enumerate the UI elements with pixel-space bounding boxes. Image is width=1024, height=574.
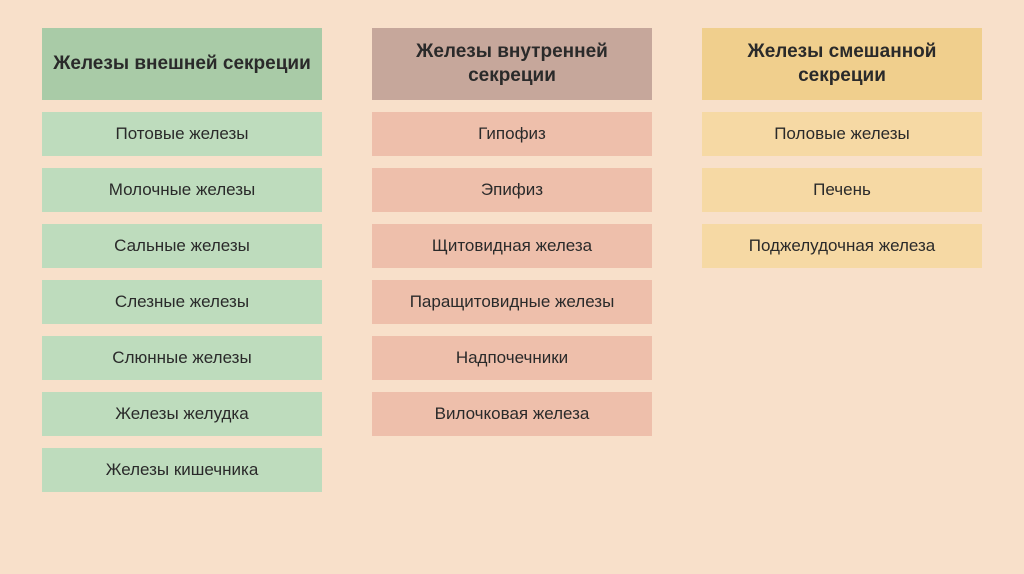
mixed-item: Печень [702,168,982,212]
column-mixed: Железы смешанной секреции Половые железы… [702,28,982,546]
mixed-item: Половые железы [702,112,982,156]
mixed-item: Поджелудочная железа [702,224,982,268]
external-item: Потовые железы [42,112,322,156]
internal-item: Надпочечники [372,336,652,380]
column-mixed-header: Железы смешанной секреции [702,28,982,100]
column-internal-header: Железы внутренней секреции [372,28,652,100]
internal-item: Паращитовидные железы [372,280,652,324]
external-item: Слюнные железы [42,336,322,380]
column-external-header: Железы внешней секреции [42,28,322,100]
external-item: Железы кишечника [42,448,322,492]
external-item: Сальные железы [42,224,322,268]
external-item: Молочные железы [42,168,322,212]
internal-item: Вилочковая железа [372,392,652,436]
internal-item: Эпифиз [372,168,652,212]
external-item: Слезные железы [42,280,322,324]
internal-item: Щитовидная железа [372,224,652,268]
internal-item: Гипофиз [372,112,652,156]
column-external: Железы внешней секреции Потовые железы М… [42,28,322,546]
column-internal: Железы внутренней секреции Гипофиз Эпифи… [372,28,652,546]
external-item: Железы желудка [42,392,322,436]
